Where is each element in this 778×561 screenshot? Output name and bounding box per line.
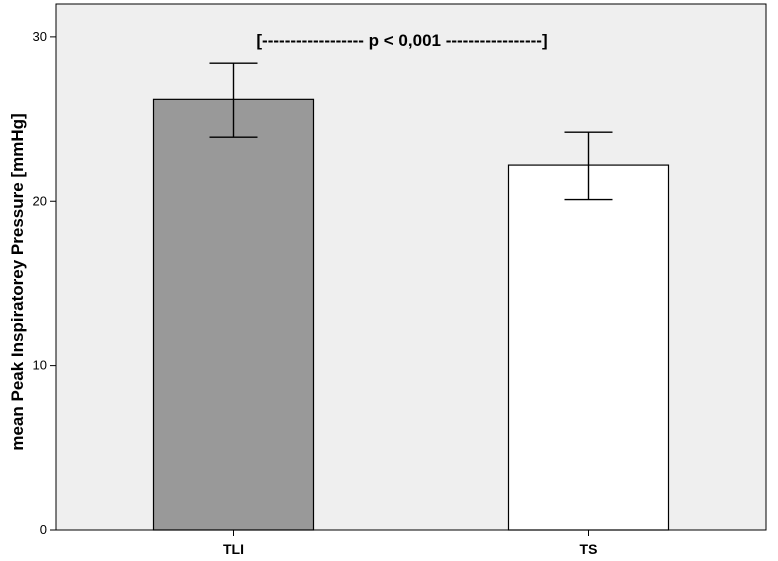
bar-ts <box>507 164 670 531</box>
y-axis: 0 10 20 30 <box>33 29 56 537</box>
x-axis: TLI TS <box>223 530 597 557</box>
y-axis-title: mean Peak Inspiratorey Pressure [mmHg] <box>8 113 27 450</box>
significance-annotation: [------------------ p < 0,001 ----------… <box>256 31 547 50</box>
y-tick-label: 20 <box>33 193 47 208</box>
error-bars-group <box>209 62 613 201</box>
y-tick-label: 0 <box>40 522 47 537</box>
bar-tli <box>152 98 315 531</box>
x-tick-label: TS <box>580 541 598 557</box>
y-tick-label: 10 <box>33 358 47 373</box>
x-tick-label: TLI <box>223 541 244 557</box>
y-tick-label: 30 <box>33 29 47 44</box>
